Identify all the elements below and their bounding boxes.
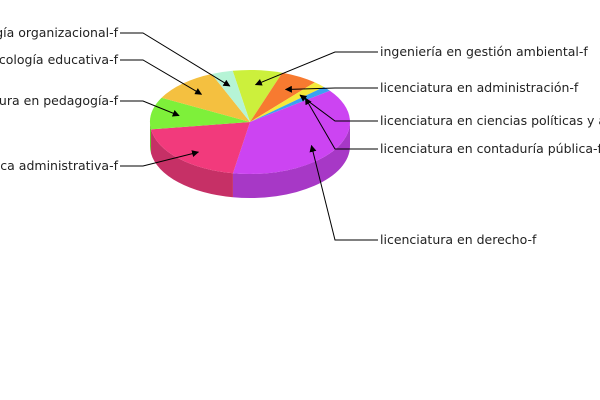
slice-label: ingeniería en gestión ambiental-f xyxy=(380,44,588,59)
leader-line xyxy=(299,94,378,122)
leader-line xyxy=(120,100,180,117)
pie-slice-side xyxy=(150,122,152,154)
pie-slice xyxy=(161,73,250,122)
slice-labels: ingeniería en gestión ambiental-f licenci… xyxy=(0,25,600,247)
pie-slice xyxy=(250,82,324,122)
leader-lines xyxy=(120,32,378,241)
slice-label: licenciatura en psicología organizaciona… xyxy=(0,25,119,40)
leader-line xyxy=(309,144,378,241)
pie-slice xyxy=(232,90,350,174)
slice-label: licenciatura en administración-f xyxy=(380,80,579,95)
slice-label: licenciatura en informática administrati… xyxy=(0,158,119,173)
pie-slice xyxy=(232,70,283,122)
pie-tops xyxy=(150,70,350,174)
slice-label: licenciatura en contaduría pública-f xyxy=(380,141,600,156)
pie-slice xyxy=(150,97,250,130)
pie-sides xyxy=(150,122,350,199)
pie-slice xyxy=(250,72,315,122)
pie-slice xyxy=(151,122,250,174)
leader-line xyxy=(254,51,378,86)
pie-slice-side xyxy=(232,122,350,199)
leader-line xyxy=(284,85,378,93)
slice-label: licenciatura en psicología educativa-f xyxy=(0,52,119,67)
slice-label: licenciatura en ciencias políticas y adm… xyxy=(380,113,600,128)
pie-slice-side xyxy=(151,129,233,198)
slice-label: licenciatura en pedagogía-f xyxy=(0,93,119,108)
leader-line xyxy=(304,97,378,150)
slice-label: licenciatura en derecho-f xyxy=(380,232,537,247)
leader-line xyxy=(120,59,203,95)
pie-slice xyxy=(211,70,250,122)
leader-line xyxy=(120,150,200,167)
pie-slice xyxy=(250,86,330,122)
leader-line xyxy=(120,32,231,87)
